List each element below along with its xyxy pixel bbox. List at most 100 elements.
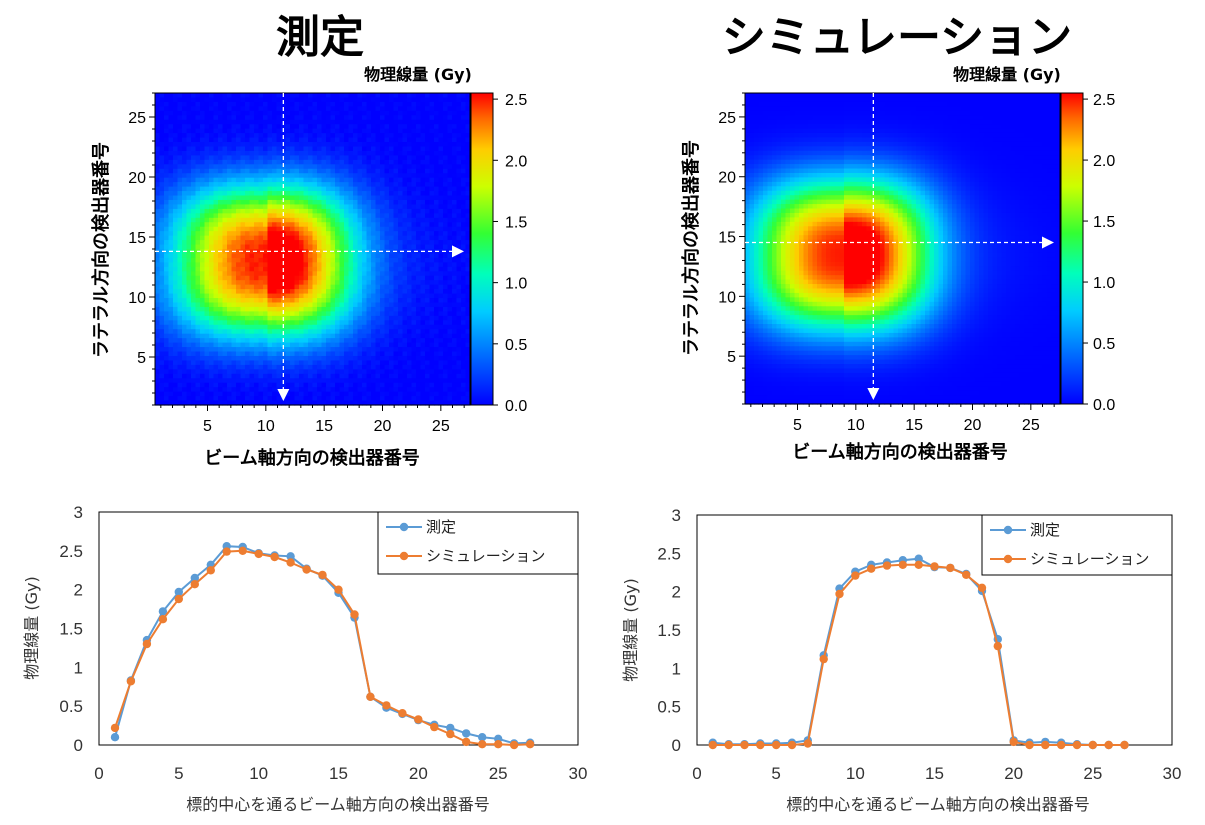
data-point <box>174 594 183 604</box>
heatmap-measured: 5 10 15 20 25 5 10 15 20 25 0.0 0.5 1.0 1.5 2.0 2.5 <box>128 92 527 435</box>
profile-chart-left-ylabel: 物理線量 (Gy) <box>22 576 41 679</box>
data-point <box>1088 740 1098 750</box>
x-tick-label: 30 <box>569 764 588 783</box>
data-point <box>708 740 717 750</box>
data-point <box>158 615 168 624</box>
title-simulation: シミュレーション <box>722 12 1072 63</box>
y-tick-label: 15 <box>128 230 146 247</box>
colorbar-tick-label: 1.0 <box>505 276 527 293</box>
x-tick-label: 10 <box>846 764 865 783</box>
series-line <box>712 557 1125 746</box>
legend-marker <box>399 551 409 561</box>
data-point <box>398 709 407 718</box>
x-tick-label: 5 <box>771 764 780 783</box>
x-tick-label: 25 <box>1022 417 1040 434</box>
x-tick-label: 20 <box>1004 764 1023 783</box>
colorbar-tick-label: 1.0 <box>1093 275 1115 292</box>
x-tick-label: 5 <box>203 418 212 435</box>
colorbar-tick-label: 1.5 <box>1093 214 1115 231</box>
heatmap-simulation-ylabel: ラテラル方向の検出器番号 <box>680 140 702 356</box>
data-point <box>1072 740 1082 750</box>
x-tick-label: 10 <box>257 418 275 435</box>
y-tick-label: 5 <box>137 350 146 367</box>
data-point <box>977 583 987 592</box>
data-point <box>962 570 971 579</box>
data-point <box>914 554 923 563</box>
data-point <box>835 589 844 599</box>
data-point <box>867 564 876 573</box>
data-point <box>740 740 749 750</box>
x-tick-label: 5 <box>793 417 802 434</box>
heatmap-measured-colorbar-label: 物理線量 (Gy) <box>364 65 472 84</box>
y-tick-label: 1 <box>74 658 83 677</box>
data-point <box>462 729 471 738</box>
title-measured: 測定 <box>276 12 364 63</box>
profile-chart-right-xlabel: 標的中心を通るビーム軸方向の検出器番号 <box>786 795 1090 814</box>
colorbar-tick-label: 1.5 <box>505 214 527 231</box>
y-tick-label: 2.5 <box>59 542 83 561</box>
y-tick-label: 25 <box>718 110 736 127</box>
y-tick-label: 0 <box>74 736 83 755</box>
heatmap-measured-xlabel: ビーム軸方向の検出器番号 <box>204 447 419 469</box>
legend-label: 測定 <box>1030 521 1060 539</box>
data-point <box>222 547 231 556</box>
y-tick-label: 0.5 <box>59 697 83 716</box>
data-point <box>756 740 765 750</box>
colorbar <box>470 92 494 406</box>
x-tick-label: 15 <box>329 764 348 783</box>
data-point <box>158 607 168 616</box>
data-point <box>334 585 343 594</box>
plot-area-border <box>98 511 579 746</box>
colorbar-tick-label: 0.0 <box>1093 397 1115 414</box>
colorbar-tick-label: 0.5 <box>505 337 527 354</box>
colorbar <box>1060 92 1084 405</box>
colorbar-tick-label: 2.5 <box>505 92 527 109</box>
data-point <box>190 573 199 583</box>
arrow-down-icon <box>277 389 290 401</box>
x-tick-label: 20 <box>409 764 428 783</box>
data-point <box>462 737 471 747</box>
legend-marker <box>1003 525 1013 535</box>
data-point <box>142 639 152 649</box>
data-point <box>126 677 136 686</box>
y-tick-label: 3 <box>74 503 83 522</box>
x-tick-label: 30 <box>1163 764 1182 783</box>
data-point <box>446 729 455 739</box>
arrow-right-icon <box>452 245 464 258</box>
data-point <box>772 740 781 750</box>
data-point <box>914 560 923 569</box>
x-tick-label: 15 <box>315 418 333 435</box>
data-point <box>898 560 907 569</box>
heatmap-cells <box>155 93 471 406</box>
series-line <box>712 563 1125 746</box>
heatmap-cells <box>745 93 1061 405</box>
data-point <box>993 641 1002 651</box>
data-point <box>819 654 828 664</box>
data-point <box>366 692 375 701</box>
x-tick-label: 5 <box>174 764 183 783</box>
colorbar-tick-label: 2.5 <box>1093 92 1115 109</box>
y-tick-label: 2.5 <box>657 544 681 563</box>
data-point <box>286 552 295 561</box>
data-point <box>946 563 955 573</box>
x-tick-label: 0 <box>692 764 701 783</box>
legend-marker <box>399 522 409 532</box>
y-tick-label: 20 <box>128 170 146 187</box>
legend-box <box>377 511 579 575</box>
data-point <box>803 739 812 748</box>
heatmap-simulation-colorbar-label: 物理線量 (Gy) <box>953 65 1061 84</box>
series-line <box>114 549 531 747</box>
y-tick-label: 3 <box>672 506 681 525</box>
y-tick-label: 0 <box>672 736 681 755</box>
legend-marker <box>1003 554 1013 564</box>
x-tick-label: 10 <box>249 764 268 783</box>
data-point <box>302 565 311 574</box>
legend-label: シミュレーション <box>426 547 545 565</box>
legend-label: シミュレーション <box>1030 550 1149 568</box>
legend-label: 測定 <box>426 518 456 536</box>
arrow-right-icon <box>1042 236 1054 249</box>
y-tick-label: 10 <box>128 290 146 307</box>
y-tick-label: 10 <box>718 289 736 306</box>
heatmap-simulation: 5 10 15 20 25 5 10 15 20 25 0.0 0.5 1.0 1.5 2.0 2.5 <box>718 92 1115 434</box>
